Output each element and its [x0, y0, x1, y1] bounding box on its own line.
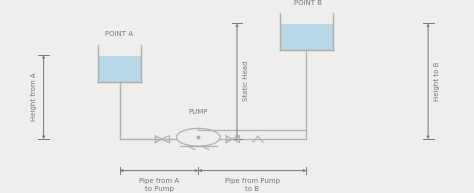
Text: Pipe from Pump
to B: Pipe from Pump to B [225, 178, 280, 191]
Text: Height from A: Height from A [31, 73, 37, 121]
Bar [280, 24, 333, 50]
Text: POINT B: POINT B [293, 0, 321, 6]
Text: Static Head: Static Head [243, 61, 249, 102]
Text: PUMP: PUMP [189, 109, 208, 115]
Text: POINT A: POINT A [105, 31, 133, 37]
Text: Pipe from A
to Pump: Pipe from A to Pump [139, 178, 179, 191]
Bar [98, 56, 141, 82]
Text: Height to B: Height to B [435, 62, 440, 101]
